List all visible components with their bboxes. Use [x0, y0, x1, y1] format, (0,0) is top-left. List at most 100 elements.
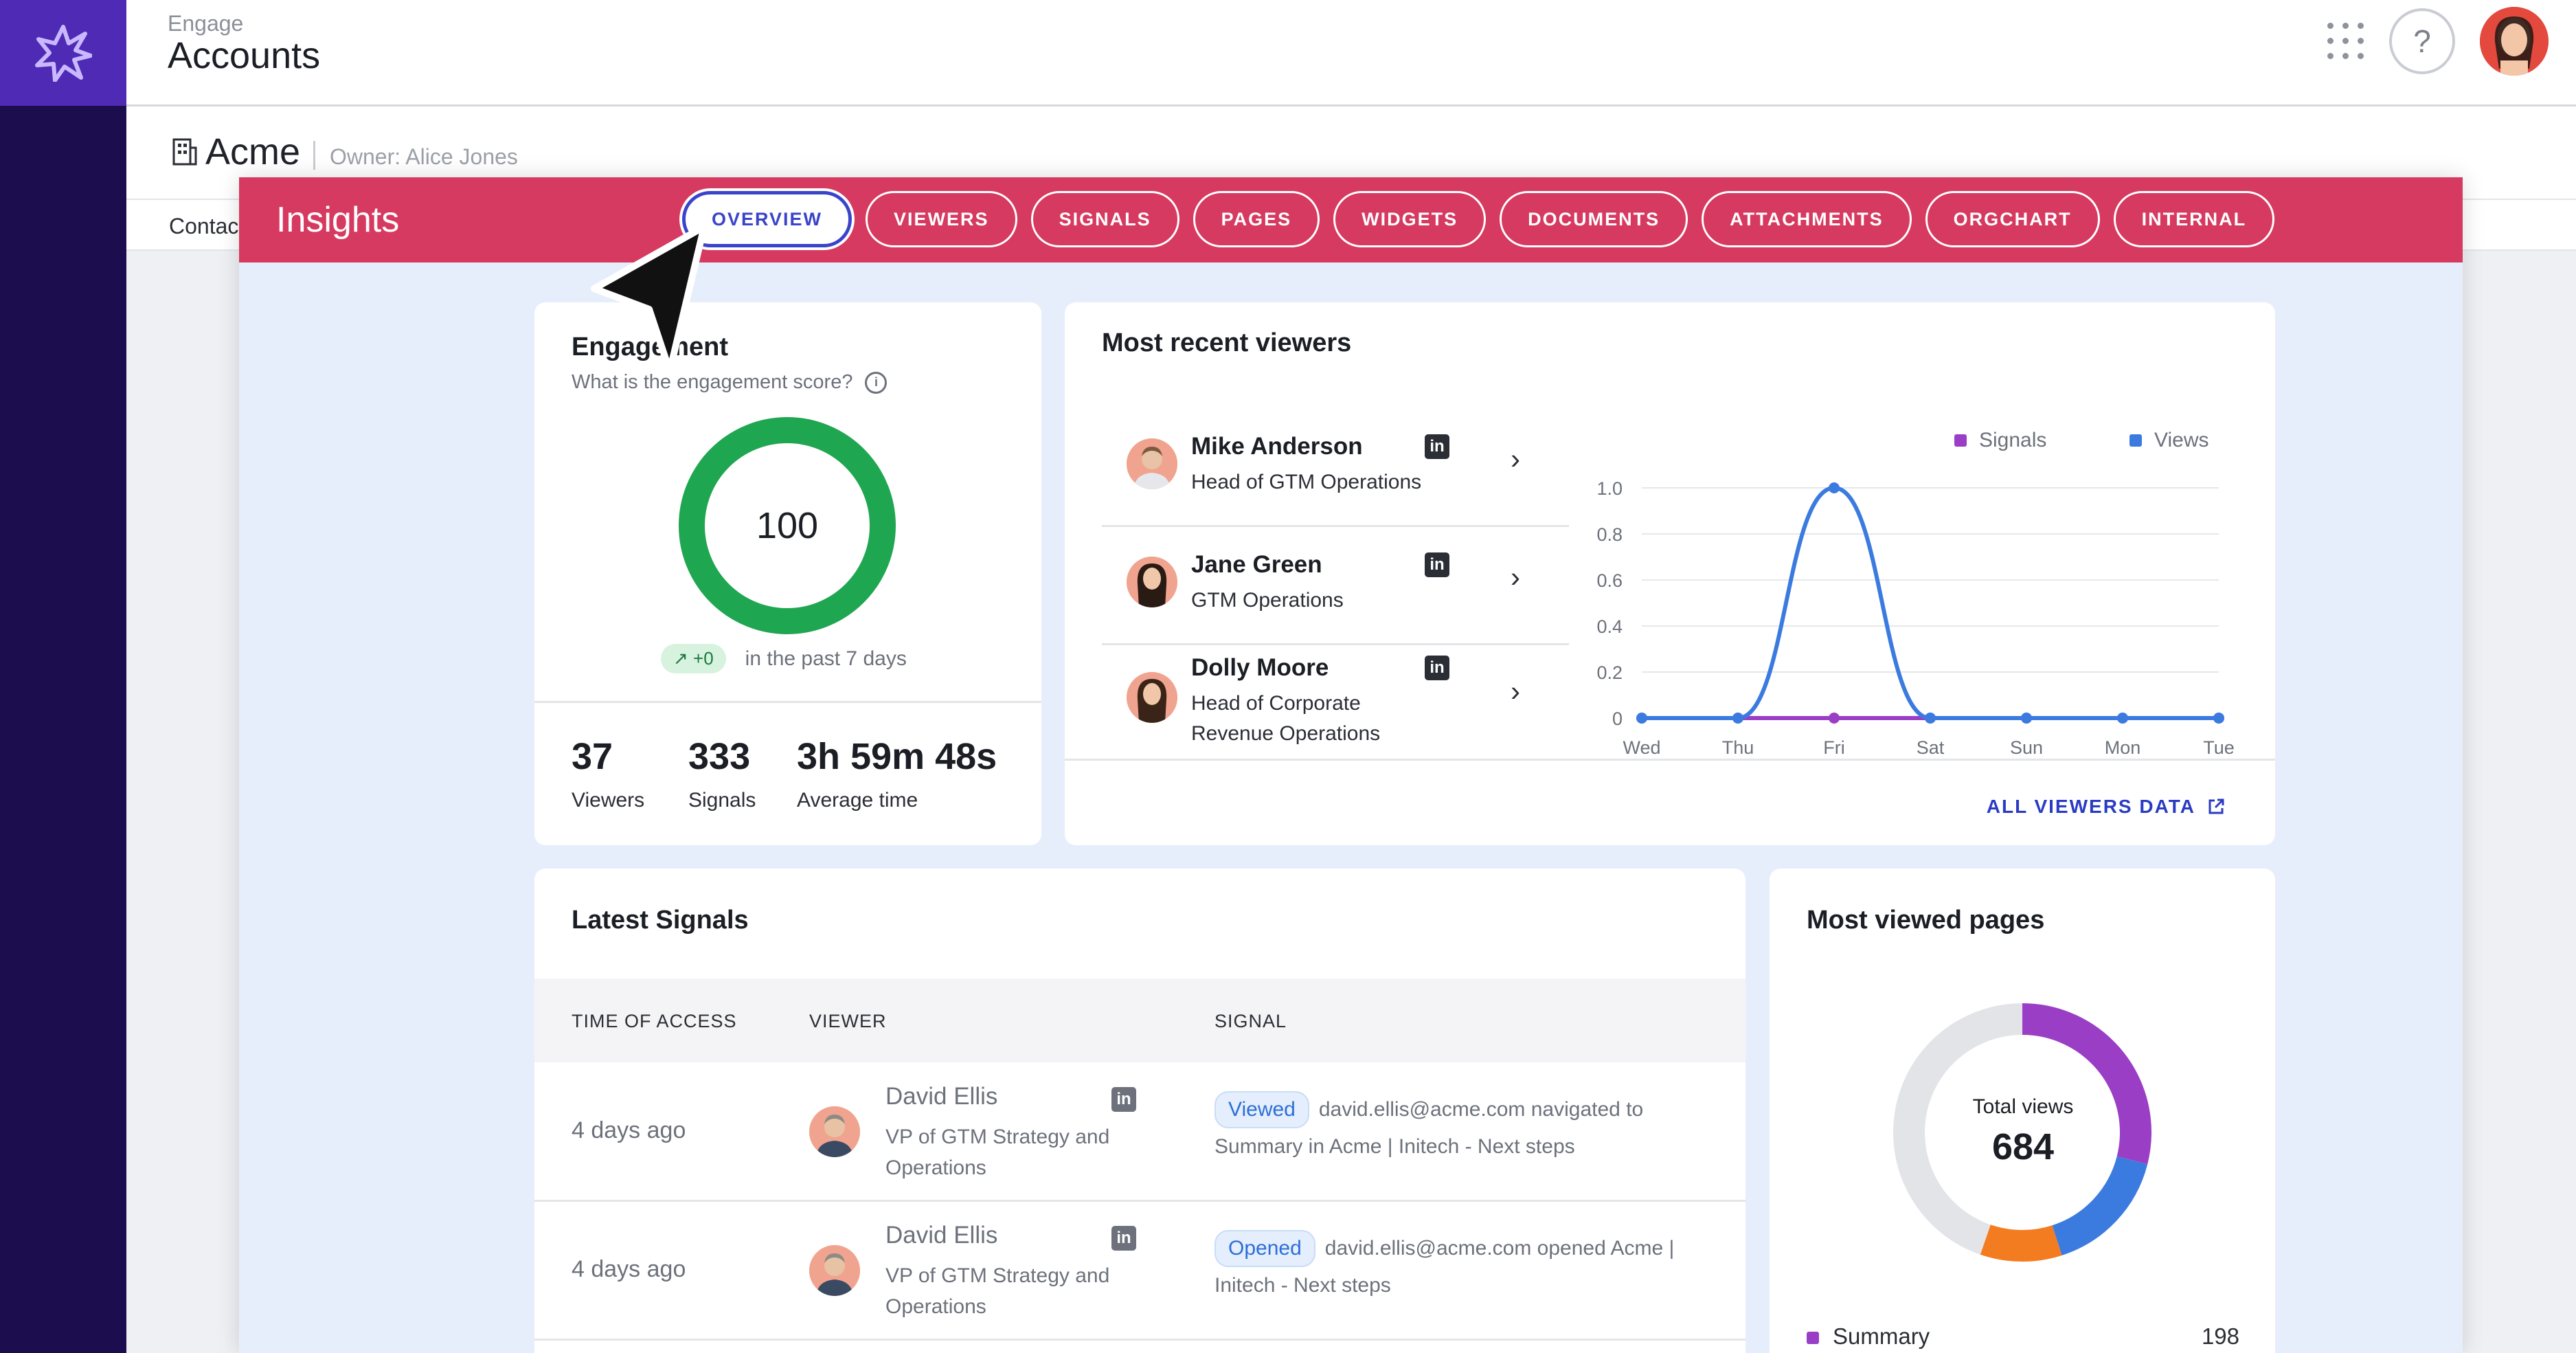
donut-segment[interactable]	[1893, 1003, 2151, 1262]
viewer-role-line: VP of GTM Strategy and	[885, 1126, 1110, 1148]
page-title: Accounts	[168, 35, 321, 76]
table-row[interactable]: 4 days ago David Ellis VP of GTM Strateg…	[534, 1062, 1745, 1202]
chevron-right-icon[interactable]: ›	[1511, 675, 1520, 707]
viewer-name: Jane Green	[1191, 551, 1322, 578]
tab-documents[interactable]: DOCUMENTS	[1500, 191, 1688, 247]
y-tick-label: 0.2	[1596, 662, 1623, 683]
engagement-card: Engagement What is the engagement score?…	[534, 302, 1041, 845]
viewer-name: Dolly Moore	[1191, 654, 1329, 681]
insights-modal: Insights OVERVIEW VIEWERS SIGNALS PAGES …	[239, 177, 2463, 1353]
tab-attachments[interactable]: ATTACHMENTS	[1702, 191, 1912, 247]
legend-item[interactable]: Summary 198	[1807, 1323, 2239, 1350]
legend-swatch	[1807, 1332, 1819, 1344]
brand-logo-icon[interactable]	[0, 0, 126, 106]
divider	[534, 701, 1041, 703]
x-tick-label: Fri	[1823, 737, 1844, 758]
most-viewed-pages-card: Most viewed pages Total views 684 Summar…	[1770, 869, 2275, 1353]
tab-orgchart[interactable]: ORGCHART	[1925, 191, 2100, 247]
linkedin-icon[interactable]: in	[1425, 656, 1449, 680]
left-rail	[0, 0, 126, 1353]
engagement-help[interactable]: What is the engagement score? i	[572, 371, 888, 394]
user-avatar[interactable]	[2480, 7, 2549, 76]
account-owner: Owner: Alice Jones	[330, 144, 518, 169]
stat-label: Average time	[797, 789, 918, 812]
account-name-text: Acme	[205, 131, 301, 172]
most-viewed-pages-title: Most viewed pages	[1807, 906, 2045, 935]
signal-badge: Opened	[1214, 1230, 1315, 1267]
x-tick-label: Thu	[1722, 737, 1754, 758]
signals-data-point	[1829, 713, 1840, 724]
stat-signals: 333 Signals	[688, 735, 756, 812]
engagement-score-ring: 100	[679, 417, 896, 634]
insights-header: Insights OVERVIEW VIEWERS SIGNALS PAGES …	[239, 177, 2463, 262]
views-data-point	[1925, 713, 1936, 724]
x-tick-label: Sun	[2010, 737, 2043, 758]
latest-signals-title: Latest Signals	[572, 906, 749, 935]
trend-badge: ↗ +0	[661, 644, 726, 673]
column-header[interactable]: TIME OF ACCESS	[572, 1011, 737, 1031]
tab-pages[interactable]: PAGES	[1193, 191, 1320, 247]
total-views-label: Total views	[1972, 1095, 2074, 1118]
info-icon[interactable]: i	[865, 371, 888, 394]
avatar	[1127, 438, 1177, 489]
apps-grid-icon[interactable]	[2327, 23, 2364, 60]
views-data-point	[2117, 713, 2128, 724]
linkedin-icon[interactable]: in	[1111, 1087, 1136, 1112]
tab-widgets[interactable]: WIDGETS	[1333, 191, 1487, 247]
column-header[interactable]: VIEWER	[809, 1011, 887, 1031]
viewer-name: David Ellis	[885, 1222, 998, 1249]
stat-value: 37	[572, 736, 613, 777]
viewer-role-line: Operations	[885, 1156, 986, 1179]
tab-overview[interactable]: OVERVIEW	[682, 191, 852, 247]
viewer-name: David Ellis	[885, 1083, 998, 1110]
external-link-icon	[2208, 798, 2224, 814]
y-tick-label: 0.6	[1596, 570, 1623, 591]
viewer-role: Head of GTM Operations	[1191, 471, 1422, 493]
recent-viewers-card: Most recent viewers Mike Anderson Head o…	[1065, 302, 2275, 845]
chevron-right-icon[interactable]: ›	[1511, 443, 1520, 475]
table-row[interactable]: 4 days ago David Ellis VP of GTM Strateg…	[534, 1201, 1745, 1341]
avatar	[1127, 672, 1177, 723]
viewer-role-line: VP of GTM Strategy and	[885, 1264, 1110, 1287]
stat-average-time: 3h 59m 48s Average time	[797, 735, 997, 812]
linkedin-icon[interactable]: in	[1425, 434, 1449, 459]
stat-viewers: 37 Viewers	[572, 735, 644, 812]
trend-period: in the past 7 days	[745, 647, 907, 670]
x-tick-label: Sat	[1917, 737, 1945, 758]
stat-label: Viewers	[572, 789, 645, 812]
all-viewers-data-label: ALL VIEWERS DATA	[1986, 796, 2195, 817]
breadcrumb-section[interactable]: Engage	[168, 11, 244, 36]
latest-signals-card: Latest Signals TIME OF ACCESS VIEWER SIG…	[534, 869, 1745, 1353]
viewer-role: Revenue Operations	[1191, 722, 1381, 745]
tab-viewers[interactable]: VIEWERS	[866, 191, 1017, 247]
top-bar: Engage Accounts ?	[126, 0, 2576, 107]
legend-value: 198	[2201, 1323, 2239, 1349]
avatar	[809, 1245, 860, 1296]
linkedin-icon[interactable]: in	[1425, 552, 1449, 577]
viewer-role: VP of GTM Strategy and Operations	[885, 1121, 1133, 1183]
stat-value: 333	[688, 736, 751, 777]
avatar	[809, 1106, 860, 1157]
views-data-point	[1829, 482, 1840, 493]
chevron-right-icon[interactable]: ›	[1511, 561, 1520, 593]
mouse-cursor-icon	[591, 223, 708, 374]
building-icon	[172, 138, 197, 166]
help-icon[interactable]: ?	[2389, 8, 2455, 74]
tab-signals[interactable]: SIGNALS	[1030, 191, 1179, 247]
tab-internal[interactable]: INTERNAL	[2113, 191, 2275, 247]
recent-viewers-title: Most recent viewers	[1102, 328, 1352, 357]
all-viewers-data-link[interactable]: ALL VIEWERS DATA	[1987, 796, 2226, 818]
linkedin-icon[interactable]: in	[1111, 1226, 1136, 1251]
access-time: 4 days ago	[572, 1256, 686, 1282]
tab-contacts[interactable]: Contac	[169, 214, 239, 238]
donut-segment[interactable]	[1893, 1003, 2151, 1262]
viewer-name: Mike Anderson	[1191, 433, 1363, 460]
signal-badge: Viewed	[1214, 1091, 1309, 1128]
divider	[1065, 759, 2275, 761]
signals-legend-swatch	[1954, 434, 1967, 447]
column-header[interactable]: SIGNAL	[1214, 1011, 1287, 1031]
table-header: TIME OF ACCESS VIEWER SIGNAL	[534, 979, 1745, 1062]
divider	[1102, 525, 1569, 527]
y-tick-label: 1.0	[1596, 478, 1623, 499]
trend-value: +0	[693, 648, 714, 669]
